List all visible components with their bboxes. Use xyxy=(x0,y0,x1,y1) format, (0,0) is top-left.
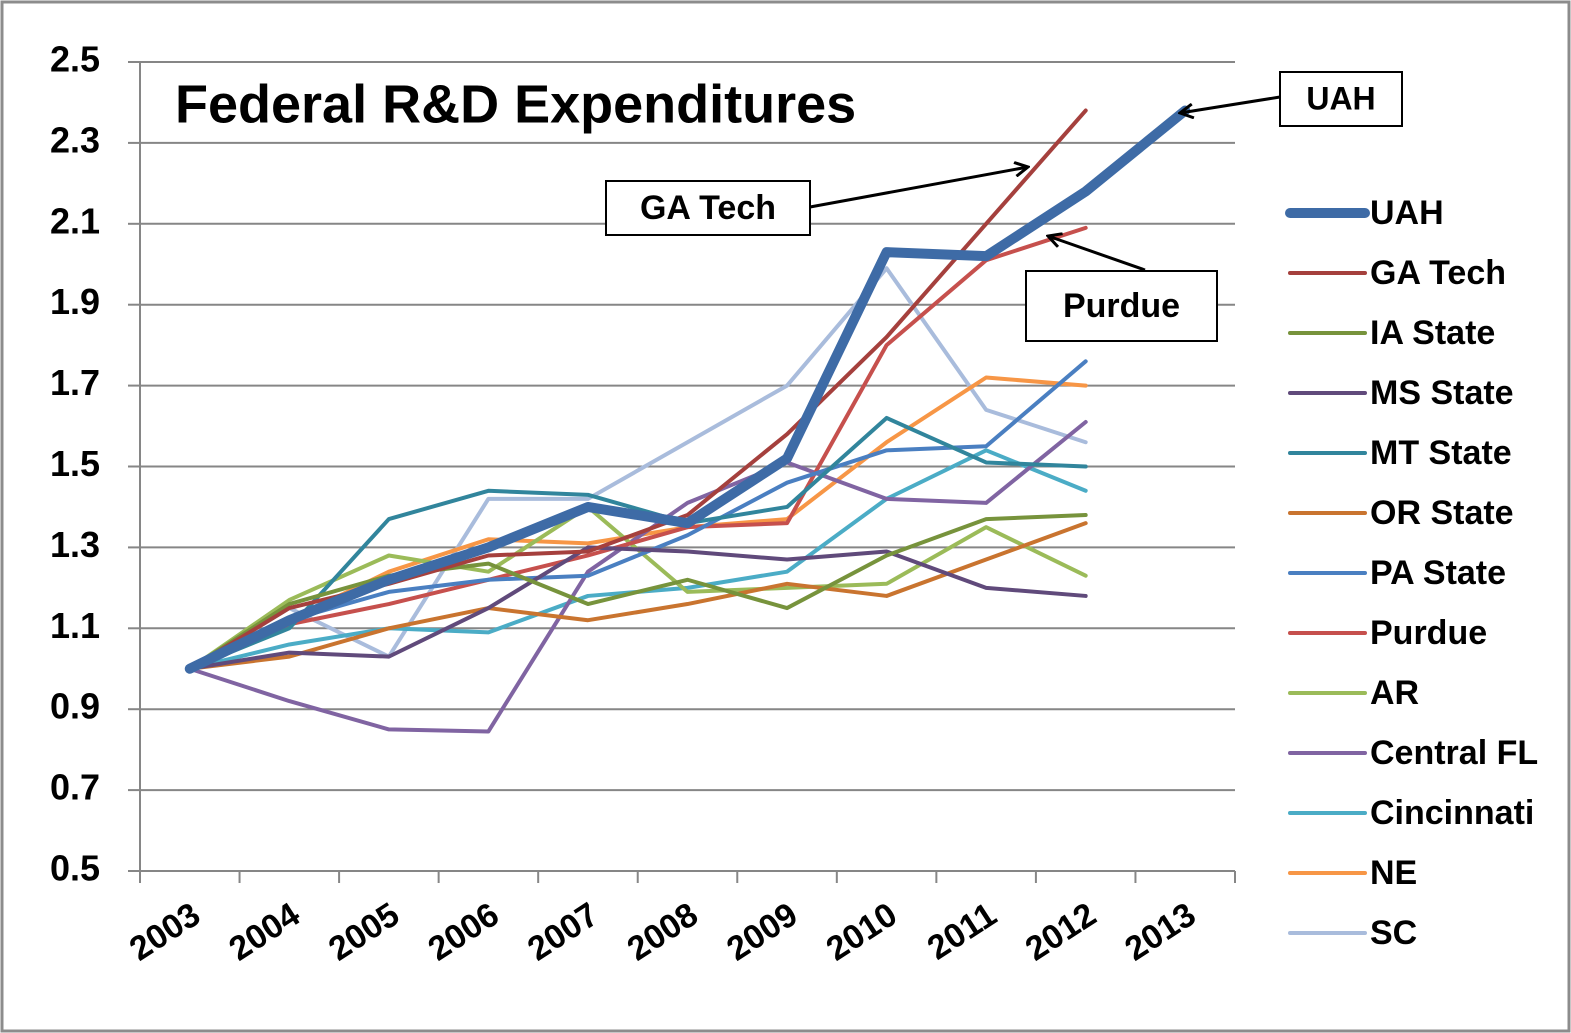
annotation-box xyxy=(1025,270,1218,342)
annotation-arrow xyxy=(1048,236,1146,272)
annotation-box xyxy=(1279,71,1403,127)
legend-label: AR xyxy=(1370,674,1419,712)
chart-title: Federal R&D Expenditures xyxy=(175,74,856,134)
y-tick-label: 1.9 xyxy=(50,281,100,322)
legend-label: Central FL xyxy=(1370,734,1538,772)
series-line xyxy=(187,225,1088,671)
legend-label: OR State xyxy=(1370,494,1514,532)
series-line xyxy=(184,105,1191,674)
annotation-box xyxy=(605,180,811,236)
series-line xyxy=(187,266,1088,671)
legend-label: UAH xyxy=(1370,194,1444,232)
legend-label: Purdue xyxy=(1370,614,1487,652)
y-tick-label: 1.7 xyxy=(50,362,100,403)
series-line xyxy=(187,415,1088,671)
y-tick-label: 0.5 xyxy=(50,848,100,889)
series-line xyxy=(187,359,1088,671)
legend-label: MS State xyxy=(1370,374,1514,412)
y-tick-label: 2.3 xyxy=(50,119,100,160)
annotation-arrow xyxy=(809,167,1028,209)
series-line xyxy=(187,521,1088,671)
legend-label: SC xyxy=(1370,914,1417,952)
legend-label: Cincinnati xyxy=(1370,794,1534,832)
legend-label: GA Tech xyxy=(1370,254,1506,292)
annotation-label: GA Tech xyxy=(640,189,776,227)
y-tick-label: 2.1 xyxy=(50,200,100,241)
y-tick-label: 2.5 xyxy=(50,39,100,80)
legend-label: IA State xyxy=(1370,314,1495,352)
y-tick-label: 1.3 xyxy=(50,524,100,565)
annotation-arrow xyxy=(1180,95,1281,113)
y-tick-label: 0.9 xyxy=(50,686,100,727)
legend-label: PA State xyxy=(1370,554,1506,592)
y-tick-label: 0.7 xyxy=(50,767,100,808)
legend-label: MT State xyxy=(1370,434,1512,472)
series-line xyxy=(187,545,1088,671)
legend-label: NE xyxy=(1370,854,1417,892)
annotation-label: UAH xyxy=(1306,80,1375,116)
series-line xyxy=(187,420,1088,734)
annotation-label: Purdue xyxy=(1063,287,1180,325)
y-tick-label: 1.5 xyxy=(50,443,100,484)
series-line xyxy=(187,513,1088,671)
y-tick-label: 1.1 xyxy=(50,605,100,646)
